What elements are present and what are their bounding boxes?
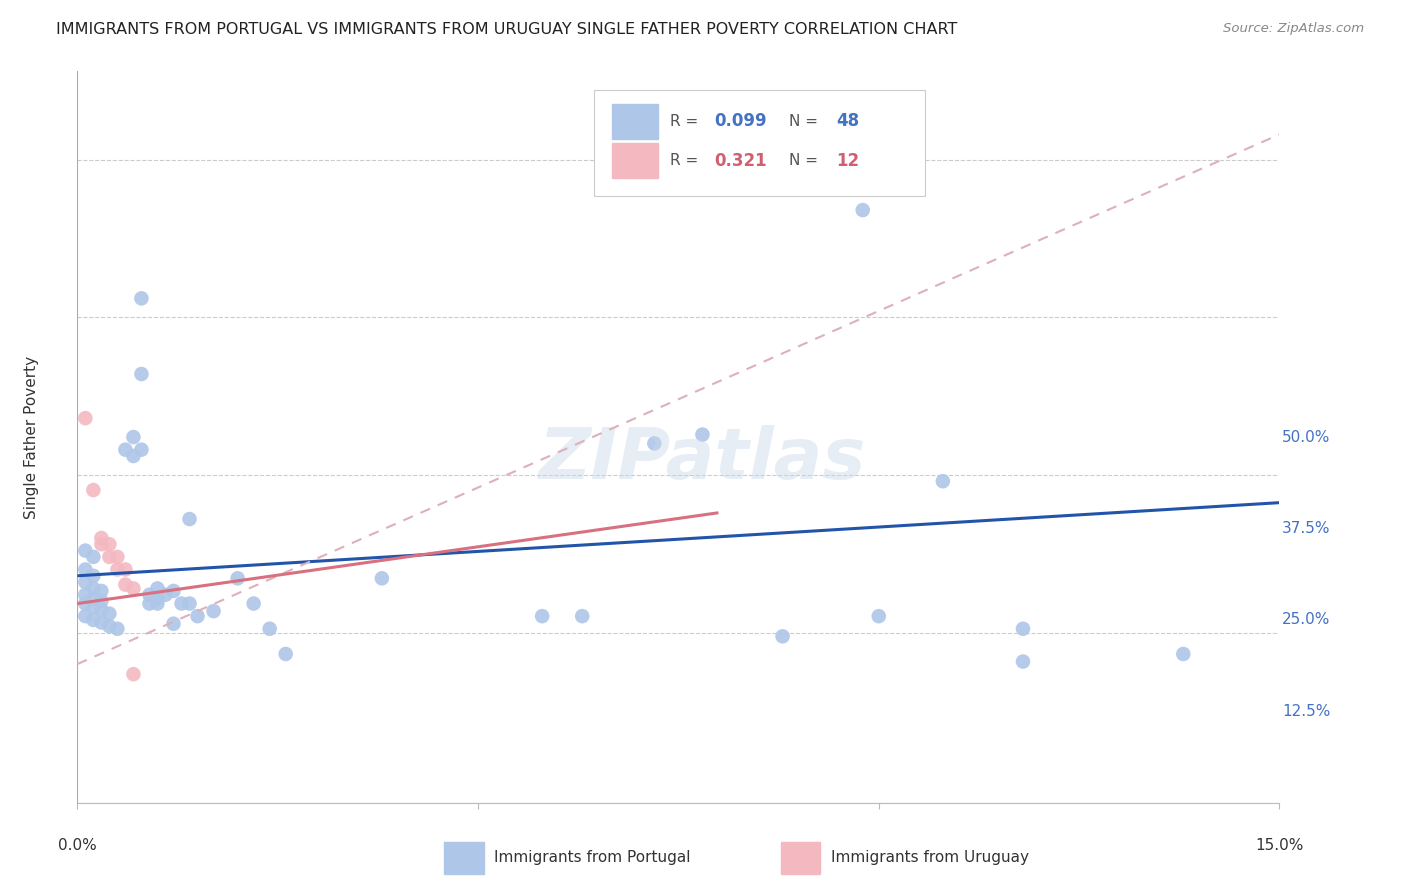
Point (122, 449, 145, 463)
Point (122, 667, 145, 681)
Point (82, 483, 104, 497)
Point (146, 597, 169, 611)
Point (643, 436, 665, 450)
Bar (780, 841, 820, 874)
Point (107, 622, 129, 636)
Point (75, 609, 97, 624)
Bar (612, 103, 658, 138)
Point (82, 582, 104, 596)
Point (90, 583, 112, 598)
Point (772, 629, 794, 643)
Text: 50.0%: 50.0% (1282, 430, 1330, 444)
Point (170, 597, 193, 611)
Point (1173, 647, 1195, 661)
Point (138, 597, 160, 611)
FancyBboxPatch shape (595, 90, 925, 195)
Point (75, 597, 97, 611)
Point (90, 537, 112, 551)
Point (1012, 655, 1035, 669)
Text: N =: N = (789, 153, 823, 168)
Point (371, 571, 394, 585)
Text: 15.0%: 15.0% (1256, 838, 1303, 853)
Point (259, 622, 281, 636)
Text: Source: ZipAtlas.com: Source: ZipAtlas.com (1223, 22, 1364, 36)
Text: 25.0%: 25.0% (1282, 613, 1330, 627)
Text: R =: R = (671, 153, 703, 168)
Point (75, 562, 97, 576)
Text: Single Father Poverty: Single Father Poverty (24, 356, 39, 518)
Point (114, 577, 136, 591)
Point (98, 619, 121, 633)
Bar (612, 143, 658, 178)
Point (82, 549, 104, 564)
Text: IMMIGRANTS FROM PORTUGAL VS IMMIGRANTS FROM URUGUAY SINGLE FATHER POVERTY CORREL: IMMIGRANTS FROM PORTUGAL VS IMMIGRANTS F… (56, 22, 957, 37)
Point (90, 531, 112, 545)
Point (242, 597, 264, 611)
Point (932, 474, 955, 488)
Point (114, 442, 136, 457)
Point (162, 583, 184, 598)
Point (1012, 622, 1035, 636)
Point (868, 609, 890, 624)
Text: Immigrants from Uruguay: Immigrants from Uruguay (831, 850, 1029, 865)
Point (90, 615, 112, 630)
Point (274, 647, 297, 661)
Point (82, 613, 104, 627)
Point (852, 203, 875, 218)
Text: 48: 48 (837, 112, 859, 130)
Point (179, 597, 201, 611)
Point (531, 609, 554, 624)
Point (82, 569, 104, 583)
Point (131, 442, 153, 457)
Bar (444, 841, 484, 874)
Point (122, 430, 145, 444)
Point (98, 607, 121, 621)
Point (107, 549, 129, 564)
Point (162, 616, 184, 631)
Text: 12: 12 (837, 152, 859, 169)
Point (138, 588, 160, 602)
Point (226, 571, 249, 585)
Text: ZIPatlas: ZIPatlas (538, 425, 866, 493)
Point (75, 575, 97, 590)
Text: 12.5%: 12.5% (1282, 704, 1330, 719)
Point (90, 603, 112, 617)
Text: 0.0%: 0.0% (58, 838, 97, 853)
Point (82, 600, 104, 615)
Text: R =: R = (671, 113, 703, 128)
Point (692, 427, 714, 442)
Point (90, 594, 112, 608)
Point (131, 367, 153, 381)
Point (155, 588, 177, 602)
Text: 0.099: 0.099 (714, 112, 768, 130)
Point (75, 411, 97, 425)
Point (122, 582, 145, 596)
Text: Immigrants from Portugal: Immigrants from Portugal (495, 850, 690, 865)
Text: N =: N = (789, 113, 823, 128)
Point (186, 609, 209, 624)
Point (748, 121, 770, 136)
Point (107, 562, 129, 576)
Point (179, 512, 201, 526)
Point (131, 291, 153, 305)
Text: 37.5%: 37.5% (1282, 521, 1330, 536)
Point (114, 562, 136, 576)
Text: 0.321: 0.321 (714, 152, 768, 169)
Point (98, 549, 121, 564)
Point (75, 543, 97, 558)
Point (146, 582, 169, 596)
Point (98, 537, 121, 551)
Point (571, 609, 593, 624)
Point (146, 591, 169, 606)
Point (82, 591, 104, 606)
Point (75, 588, 97, 602)
Point (202, 604, 225, 618)
